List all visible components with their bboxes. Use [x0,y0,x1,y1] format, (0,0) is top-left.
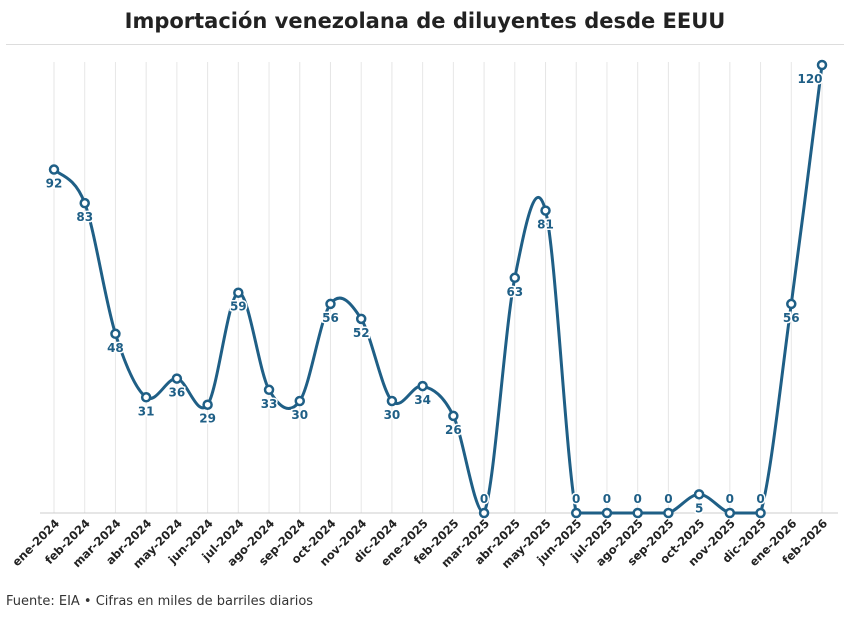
data-label: 30 [384,408,401,422]
data-point[interactable] [202,399,213,410]
data-label: 48 [107,341,124,355]
data-label: 5 [695,501,703,515]
data-label: 56 [322,311,339,325]
data-point[interactable] [755,507,766,519]
data-point[interactable] [171,373,183,384]
data-label: 36 [169,386,186,400]
data-label: 92 [46,177,63,191]
data-point[interactable] [417,380,428,392]
data-point[interactable] [816,59,828,71]
data-label: 56 [783,311,800,325]
data-label: 0 [664,492,672,506]
data-points [48,59,828,519]
data-label: 120 [797,72,822,86]
gridlines [53,62,823,513]
data-label: 30 [291,408,308,422]
data-label: 52 [353,326,370,340]
data-point[interactable] [509,272,521,284]
data-label: 0 [480,492,488,506]
data-point[interactable] [448,410,459,422]
data-label: 26 [445,423,462,437]
data-point[interactable] [663,507,674,519]
data-point[interactable] [786,298,797,310]
title-divider [6,44,844,45]
data-point[interactable] [325,298,336,310]
data-label: 83 [76,210,93,224]
data-label: 33 [261,397,278,411]
data-labels: 92 83 48 31 36 29 59 33 30 56 52 30 34 26 0 63 81 0 0 0 0 5 0 0… [44,71,824,517]
data-point[interactable] [140,392,152,403]
data-point[interactable] [110,328,121,340]
data-point[interactable] [386,395,398,407]
data-point[interactable] [263,384,275,396]
data-point[interactable] [724,507,736,519]
data-point[interactable] [233,287,244,298]
data-point[interactable] [570,507,582,519]
chart-title: Importación venezolana de diluyentes des… [124,9,726,33]
data-label: 34 [414,393,431,407]
data-label: 29 [199,412,216,426]
data-point[interactable] [693,489,705,500]
data-label: 31 [138,404,155,418]
data-point[interactable] [48,164,60,175]
data-point[interactable] [355,313,367,325]
data-label: 0 [572,492,580,506]
series-line [52,63,824,515]
data-label: 0 [634,492,642,506]
data-point[interactable] [601,507,613,519]
data-label: 0 [756,492,764,506]
x-tick-labels: ene-2024feb-2024mar-2024abr-2024may-2024… [9,516,830,571]
data-point[interactable] [632,507,643,519]
source-note: Fuente: EIA • Cifras en miles de barrile… [6,594,314,609]
data-label: 81 [537,218,554,232]
data-point[interactable] [79,197,90,209]
data-label: 0 [603,492,611,506]
data-label: 59 [230,300,247,314]
data-point[interactable] [294,395,306,407]
data-point[interactable] [478,507,490,519]
data-point[interactable] [540,205,551,216]
data-label: 0 [726,492,734,506]
data-label: 63 [506,285,523,299]
